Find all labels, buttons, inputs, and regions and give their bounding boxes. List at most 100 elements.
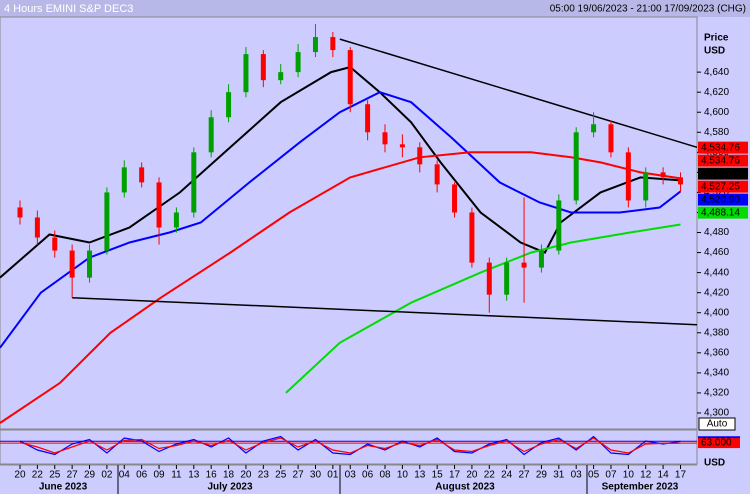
x-tick-label: 11 (171, 470, 182, 481)
month-label: June 2023 (39, 482, 88, 493)
candle-body (295, 52, 301, 73)
x-tick-label: 16 (206, 470, 218, 481)
x-tick-label: 27 (293, 470, 305, 481)
candle-body (625, 152, 631, 201)
x-tick-label: 25 (275, 470, 287, 481)
candle-body (643, 172, 649, 201)
x-tick-label: 27 (67, 470, 79, 481)
candle-body (556, 200, 562, 251)
x-tick-label: 15 (432, 470, 444, 481)
x-tick-label: 17 (449, 470, 461, 481)
x-tick-label: 18 (223, 470, 235, 481)
trendline (339, 38, 698, 149)
price-label-box (698, 141, 748, 154)
x-tick-label: 03 (345, 470, 357, 481)
y-axis-unit: USD (704, 46, 725, 57)
x-tick-label: 12 (640, 470, 652, 481)
x-tick-label: 03 (571, 470, 583, 481)
price-label-box (698, 206, 748, 219)
x-tick-label: 08 (379, 470, 391, 481)
x-tick-label: 22 (32, 470, 44, 481)
trendline (72, 296, 698, 326)
candle-body (208, 117, 214, 153)
price-label-box (698, 193, 748, 206)
candle-body (173, 212, 179, 228)
y-tick-label: 4,340 (704, 368, 729, 379)
price-label: 4,534.76 (701, 155, 740, 166)
x-tick-label: 13 (414, 470, 426, 481)
month-label: August 2023 (435, 482, 495, 493)
x-tick-label: 17 (675, 470, 687, 481)
y-tick-label: 4,600 (704, 107, 729, 118)
candle-body (399, 144, 405, 148)
x-tick-label: 20 (14, 470, 26, 481)
candle-body (660, 172, 666, 178)
candle-body (521, 262, 527, 268)
oscillator-label: 63.000 (701, 438, 732, 449)
x-tick-label: 04 (119, 470, 131, 481)
candle-body (191, 152, 197, 213)
candle-body (139, 167, 145, 183)
y-tick-label: 4,300 (704, 408, 729, 419)
candle-body (504, 262, 510, 295)
y-tick-label: 4,580 (704, 127, 729, 138)
y-tick-label: 4,360 (704, 347, 729, 358)
candle-body (243, 54, 249, 93)
y-tick-label: 4,380 (704, 327, 729, 338)
candle-body (52, 237, 58, 251)
x-tick-label: 01 (327, 470, 339, 481)
candle-body (156, 182, 162, 228)
title-bar (0, 0, 750, 17)
x-tick-label: 20 (466, 470, 478, 481)
candle-body (121, 167, 127, 193)
price-label-box (698, 154, 748, 167)
y-tick-label: 4,480 (704, 227, 729, 238)
candle-body (278, 72, 284, 81)
x-tick-label: 10 (623, 470, 635, 481)
y-tick-label: 4,440 (704, 267, 729, 278)
x-tick-label: 09 (153, 470, 165, 481)
candle-body (34, 217, 40, 238)
auto-label[interactable]: Auto (707, 419, 728, 430)
x-tick-label: 22 (484, 470, 496, 481)
y-tick-label: 4,460 (704, 247, 729, 258)
y-tick-label: 4,420 (704, 287, 729, 298)
x-tick-label: 25 (49, 470, 61, 481)
x-tick-label: 05 (588, 470, 600, 481)
price-label-box (698, 167, 748, 180)
candle-body (469, 212, 475, 263)
candle-body (591, 124, 597, 133)
candle-body (17, 207, 23, 218)
chart-subtitle: 05:00 19/06/2023 - 21:00 17/09/2023 (CHG… (550, 4, 746, 15)
x-tick-label: 20 (240, 470, 252, 481)
price-label: 4,527.25 (701, 181, 740, 192)
candle-body (365, 104, 371, 133)
x-tick-label: 30 (310, 470, 322, 481)
price-label-box (698, 180, 748, 193)
price-label: 4,488.14 (701, 207, 740, 218)
month-label: July 2023 (207, 482, 252, 493)
x-tick-label: 07 (605, 470, 617, 481)
y-tick-label: 4,640 (704, 67, 729, 78)
candle-body (486, 262, 492, 295)
x-tick-label: 13 (188, 470, 200, 481)
candle-body (538, 250, 544, 268)
month-label: September 2023 (602, 482, 679, 493)
moving-average (0, 151, 681, 424)
x-tick-label: 31 (553, 470, 565, 481)
candle-body (69, 250, 75, 278)
y-tick-label: 4,620 (704, 87, 729, 98)
candle-body (677, 177, 683, 185)
auto-button[interactable] (698, 417, 736, 431)
x-tick-label: 02 (101, 470, 113, 481)
y-tick-label: 4,320 (704, 388, 729, 399)
price-label: 4,534.76 (701, 142, 740, 153)
oscillator-line (19, 437, 681, 454)
price-label: 4,520.90 (701, 194, 740, 205)
candle-body (226, 92, 232, 118)
y-tick-label: 4,400 (704, 307, 729, 318)
oscillator-panel (0, 429, 698, 465)
oscillator-unit: USD (704, 458, 725, 469)
moving-average (0, 91, 682, 349)
